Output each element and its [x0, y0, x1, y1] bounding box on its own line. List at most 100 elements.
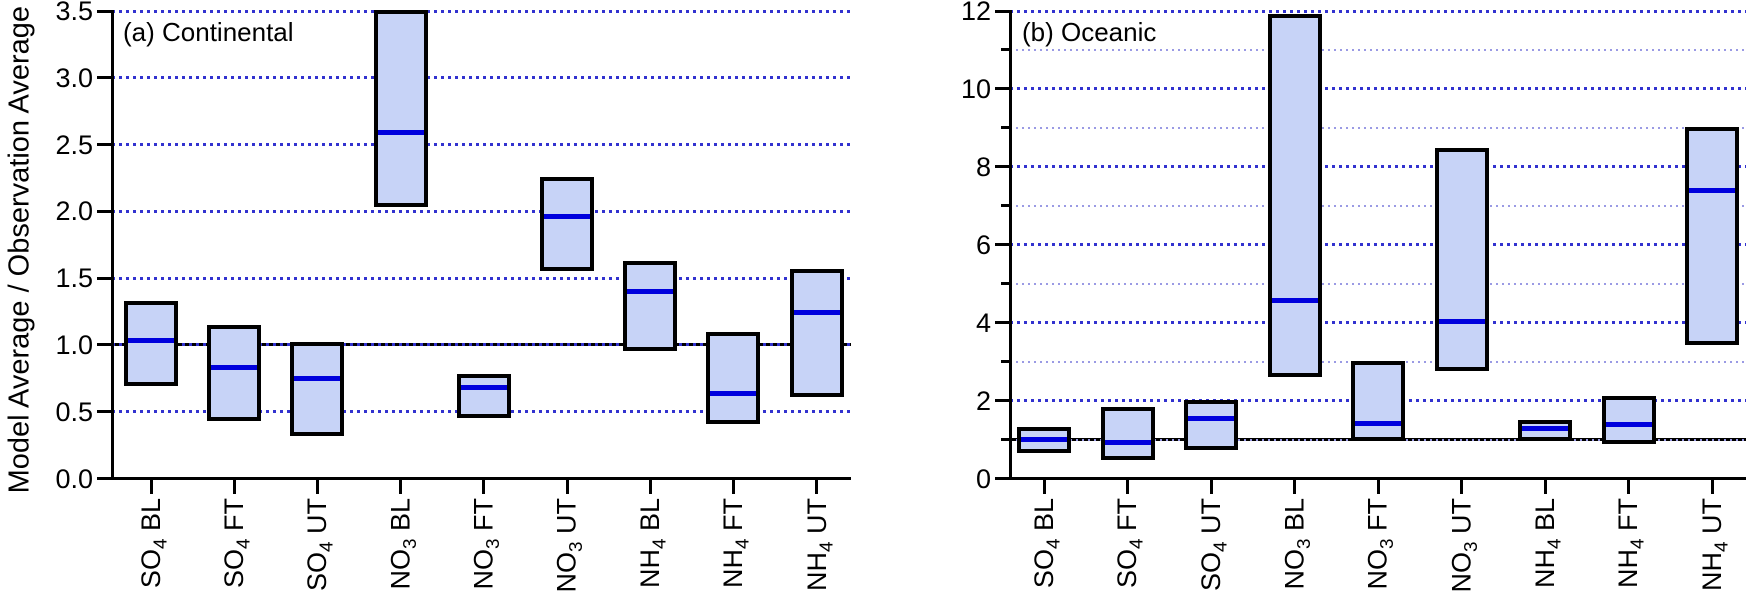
y-tick-major — [995, 321, 1010, 325]
x-tick-no3-ft — [1376, 478, 1380, 494]
range-bar-nh4-ft — [706, 331, 761, 424]
subscript: 3 — [1377, 538, 1399, 549]
y-tick-major — [995, 9, 1010, 13]
gridline-major — [112, 76, 851, 80]
y-tick-minor — [1001, 48, 1010, 52]
median-line-so4-bl — [128, 338, 174, 344]
x-tick-no3-bl — [1293, 478, 1296, 494]
x-axis-spine — [110, 477, 851, 480]
range-bar-so4-ut — [290, 342, 345, 436]
x-tick-so4-ut — [1209, 478, 1213, 494]
y-tick-minor — [1001, 204, 1010, 208]
y-tick-label: 0.5 — [55, 396, 93, 427]
median-line-no3-ft — [460, 385, 507, 391]
x-tick-label-text: SO4 BL — [1029, 497, 1065, 588]
y-tick-label: 1.5 — [55, 263, 93, 294]
x-tick-label-text: NO3 UT — [1446, 497, 1482, 593]
gridline-minor — [1010, 204, 1746, 207]
x-tick-label-text: NO3 FT — [1363, 497, 1399, 590]
subscript: 4 — [1711, 541, 1733, 552]
median-line-nh4-bl — [627, 289, 674, 294]
gridline-major — [112, 343, 851, 347]
y-tick-major — [97, 209, 112, 213]
y-tick-label: 8 — [975, 151, 991, 182]
median-line-so4-ut — [1188, 415, 1234, 421]
x-tick-so4-ft — [1126, 478, 1129, 494]
range-bar-no3-ft — [1351, 361, 1405, 441]
subscript: 4 — [1126, 538, 1148, 549]
range-bar-so4-ut — [1184, 399, 1238, 451]
y-tick-minor — [1001, 126, 1010, 130]
x-tick-no3-ut — [1460, 478, 1463, 494]
y-tick-major — [995, 477, 1010, 480]
x-tick-nh4-ut — [815, 478, 819, 494]
y-tick-major — [97, 9, 112, 13]
range-bar-nh4-ut — [789, 268, 844, 397]
gridline-major — [1010, 243, 1746, 247]
range-bar-no3-ut — [540, 176, 594, 272]
x-tick-no3-ft — [482, 478, 486, 494]
gridline-major — [112, 143, 851, 147]
range-bar-no3-bl — [1267, 14, 1322, 378]
gridline-minor — [1010, 282, 1746, 285]
x-tick-label-text: NO3 BL — [1279, 497, 1315, 590]
median-line-so4-ft — [211, 365, 258, 371]
y-tick-label: 10 — [960, 73, 991, 104]
range-bar-so4-ft — [1100, 407, 1155, 461]
subscript: 4 — [1043, 538, 1065, 549]
x-tick-so4-bl — [149, 478, 153, 494]
subscript: 4 — [1210, 541, 1232, 552]
y-tick-minor — [1001, 438, 1010, 442]
range-bar-nh4-ut — [1685, 127, 1739, 345]
x-tick-nh4-ft — [731, 478, 735, 494]
gridline-major — [112, 276, 851, 280]
x-tick-label-text: SO4 UT — [1196, 497, 1232, 591]
y-tick-label: 4 — [975, 307, 991, 338]
median-line-no3-ft — [1355, 421, 1401, 427]
y-tick-major — [995, 87, 1010, 91]
x-tick-so4-bl — [1042, 478, 1046, 494]
panel-title-continental: (a) Continental — [123, 17, 294, 47]
y-tick-major — [97, 477, 112, 480]
y-tick-label: 0 — [975, 463, 991, 494]
gridline-minor — [1010, 48, 1746, 51]
y-tick-label: 2.0 — [55, 196, 93, 227]
gridline-major — [1010, 165, 1746, 169]
range-bar-no3-bl — [373, 9, 428, 208]
y-axis-spine — [1008, 9, 1012, 480]
subscript: 3 — [1460, 541, 1482, 552]
y-tick-label: 3.0 — [55, 62, 93, 93]
median-line-nh4-bl — [1522, 426, 1568, 432]
median-line-nh4-ft — [710, 390, 757, 396]
x-tick-label-text: NH4 FT — [1613, 497, 1649, 588]
x-tick-nh4-ut — [1710, 478, 1714, 494]
x-tick-nh4-ft — [1627, 478, 1630, 494]
y-tick-minor — [1001, 282, 1010, 286]
median-line-nh4-ut — [793, 310, 840, 316]
gridline-minor — [1010, 126, 1746, 129]
y-tick-label: 12 — [960, 0, 991, 26]
y-tick-minor — [1001, 360, 1010, 364]
gridline-major — [1010, 9, 1746, 13]
y-tick-major — [995, 165, 1010, 169]
range-bar-so4-ft — [207, 325, 262, 421]
median-line-so4-ft — [1104, 440, 1151, 446]
median-line-no3-bl — [1271, 297, 1318, 303]
median-line-no3-bl — [377, 130, 424, 136]
x-tick-label-text: NH4 BL — [1530, 497, 1566, 588]
y-tick-label: 6 — [975, 229, 991, 260]
y-tick-label: 0.0 — [55, 463, 93, 494]
subscript: 3 — [1293, 538, 1315, 549]
y-tick-major — [995, 399, 1010, 403]
x-tick-so4-ft — [232, 478, 236, 494]
subscript: 4 — [1627, 538, 1649, 549]
subscript: 4 — [1544, 538, 1566, 549]
median-line-no3-ut — [1438, 319, 1485, 325]
y-tick-major — [995, 243, 1010, 247]
median-line-so4-ut — [294, 375, 341, 381]
median-line-nh4-ut — [1689, 188, 1735, 194]
y-tick-major — [97, 343, 112, 347]
